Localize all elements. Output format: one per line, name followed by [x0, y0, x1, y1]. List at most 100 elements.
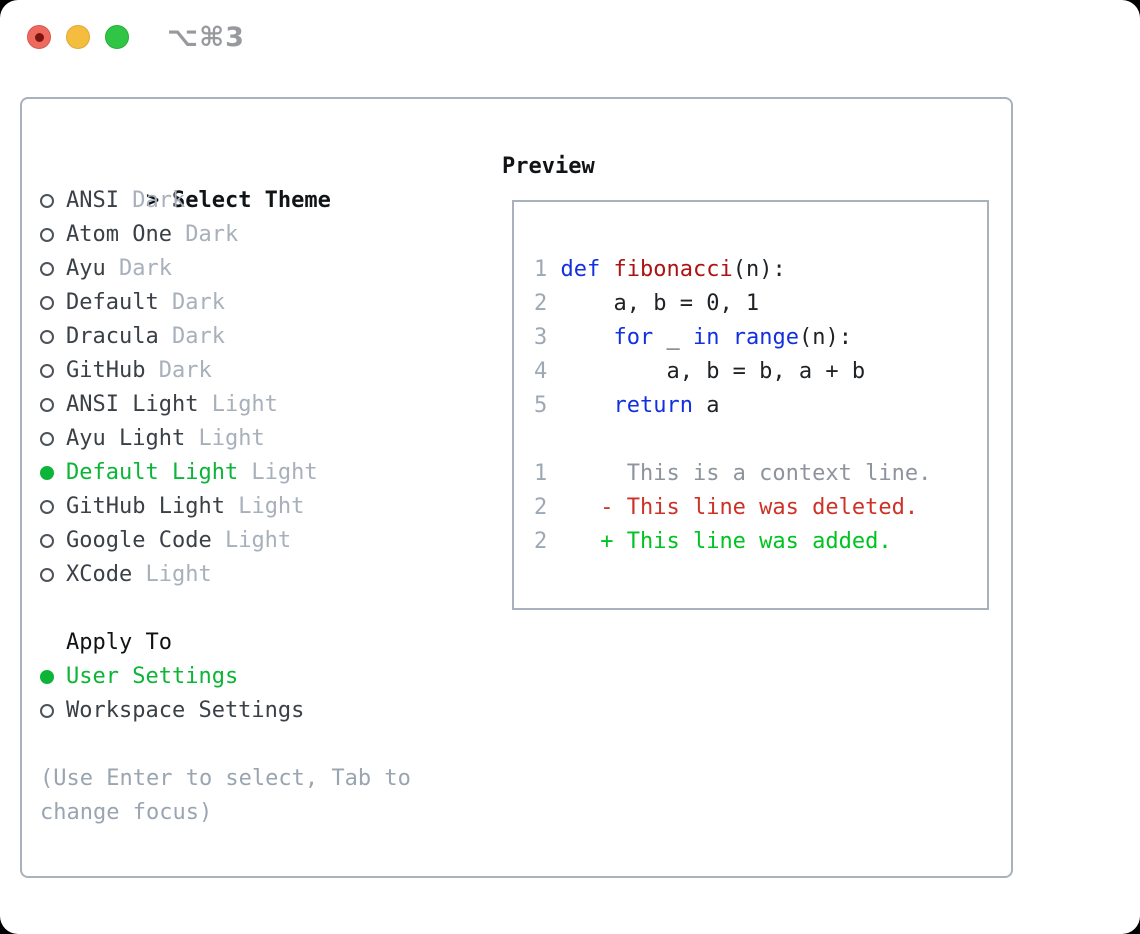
code-token-pl: [561, 325, 614, 350]
close-button-dot: [35, 33, 44, 42]
code-token-kw: range: [732, 325, 799, 350]
radio-icon: [40, 228, 54, 242]
code-token-pl: (n):: [732, 257, 786, 282]
theme-variant-tag: Light: [224, 494, 305, 519]
apply-option-user-settings[interactable]: User Settings: [40, 660, 480, 694]
code-token-pl: a: [692, 393, 720, 418]
theme-item-ansi-light[interactable]: ANSI Light Light: [40, 388, 480, 422]
radio-marker: [40, 558, 66, 592]
radio-icon: [40, 262, 54, 276]
code-token-num: 2: [534, 495, 561, 520]
theme-name: Ayu: [66, 256, 106, 281]
theme-item-github[interactable]: GitHub Dark: [40, 354, 480, 388]
theme-item-default[interactable]: Default Dark: [40, 286, 480, 320]
code-token-num: 3: [534, 325, 561, 350]
theme-variant-tag: Dark: [158, 290, 225, 315]
radio-icon: [40, 432, 54, 446]
code-line: 4 a, b = b, a + b: [534, 355, 987, 389]
theme-item-ayu[interactable]: Ayu Dark: [40, 252, 480, 286]
code-token-pl: [719, 325, 732, 350]
code-line: 2 a, b = 0, 1: [534, 287, 987, 321]
theme-name: Atom One: [66, 222, 172, 247]
close-button[interactable]: [27, 25, 51, 49]
code-token-num: 1: [534, 461, 561, 486]
theme-variant-tag: Light: [198, 392, 278, 417]
theme-list-header: > Select Theme: [40, 150, 480, 213]
window-title: ⌥⌘3: [167, 22, 245, 53]
theme-variant-tag: Dark: [105, 256, 172, 281]
theme-name: XCode: [66, 562, 133, 587]
theme-name: Default: [66, 290, 159, 315]
apply-to-list: User Settings Workspace Settings: [40, 660, 480, 728]
apply-option-workspace-settings[interactable]: Workspace Settings: [40, 694, 480, 728]
radio-marker: [40, 660, 66, 694]
theme-item-atom-one[interactable]: Atom One Dark: [40, 218, 480, 252]
radio-marker: [40, 524, 66, 558]
theme-item-xcode[interactable]: XCode Light: [40, 558, 480, 592]
code-token-pl: _: [653, 325, 693, 350]
theme-name: GitHub: [66, 358, 146, 383]
theme-item-default-light[interactable]: Default Light Light: [40, 456, 480, 490]
code-token-add: + This line was added.: [560, 529, 892, 554]
code-token-num: 5: [534, 393, 561, 418]
radio-marker: [40, 422, 66, 456]
code-token-pl: (n):: [798, 325, 852, 350]
code-token-pl: [561, 393, 614, 418]
apply-to-title: Apply To: [66, 630, 172, 655]
radio-icon: [40, 500, 54, 514]
theme-variant-tag: Dark: [158, 324, 225, 349]
code-token-kw: in: [692, 325, 720, 350]
theme-name: ANSI: [66, 188, 119, 213]
radio-icon: [40, 568, 54, 582]
code-token-ctx: This is a context line.: [560, 461, 932, 486]
code-token-num: 2: [534, 529, 561, 554]
code-line: 1 def fibonacci(n):: [534, 253, 987, 287]
theme-item-dracula[interactable]: Dracula Dark: [40, 320, 480, 354]
radio-icon: [40, 534, 54, 548]
radio-marker: [40, 252, 66, 286]
radio-marker: [40, 354, 66, 388]
radio-icon: [40, 704, 54, 718]
radio-marker: [40, 694, 66, 728]
code-line: 2 - This line was deleted.: [534, 491, 987, 525]
theme-item-ansi[interactable]: ANSI Dark: [40, 184, 480, 218]
theme-picker-column: > Select Theme ANSI Dark Atom One Dark Ayu …: [40, 150, 480, 830]
hint-text: (Use Enter to select, Tab to change focu…: [40, 766, 411, 825]
theme-list-title: Select Theme: [171, 188, 331, 213]
code-token-del: - This line was deleted.: [560, 495, 919, 520]
code-token-fn: fibonacci: [613, 257, 733, 282]
code-token-kw: def: [560, 257, 614, 282]
radio-selected-icon: [40, 466, 54, 480]
code-line: [534, 423, 987, 457]
theme-name: GitHub Light: [66, 494, 225, 519]
code-token-num: 4: [534, 359, 561, 384]
radio-icon: [40, 296, 54, 310]
theme-variant-tag: Dark: [171, 222, 239, 247]
theme-name: Default Light: [66, 460, 239, 485]
radio-marker: [40, 218, 66, 252]
minimize-button[interactable]: [66, 25, 90, 49]
code-token-num: 1: [534, 257, 561, 282]
theme-list: ANSI Dark Atom One Dark Ayu Dark Default Da…: [40, 184, 480, 592]
theme-item-ayu-light[interactable]: Ayu Light Light: [40, 422, 480, 456]
zoom-button[interactable]: [105, 25, 129, 49]
radio-marker: [40, 184, 66, 218]
theme-name: ANSI Light: [66, 392, 199, 417]
radio-marker: [40, 490, 66, 524]
theme-variant-tag: Light: [132, 562, 212, 587]
radio-marker: [40, 320, 66, 354]
theme-variant-tag: Dark: [145, 358, 212, 383]
code-line: 1 This is a context line.: [534, 457, 987, 491]
code-token-kw: for: [613, 325, 654, 350]
code-token-pl: a, b = b, a + b: [560, 359, 866, 384]
theme-name: Google Code: [66, 528, 212, 553]
preview-title: Preview: [502, 154, 595, 179]
preview-column: Preview 1 def fibonacci(n): 2 a, b = 0, 1…: [502, 150, 989, 610]
theme-name: Dracula: [66, 324, 159, 349]
theme-item-google-code[interactable]: Google Code Light: [40, 524, 480, 558]
code-token-num: 2: [534, 291, 561, 316]
theme-item-github-light[interactable]: GitHub Light Light: [40, 490, 480, 524]
